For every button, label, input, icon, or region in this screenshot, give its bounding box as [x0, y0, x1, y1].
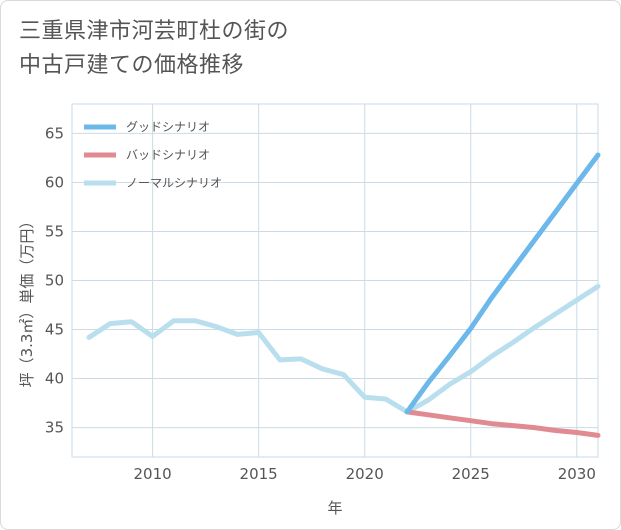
chart-title-line2: 中古戸建ての価格推移	[19, 53, 245, 78]
axis-ticks: 2010 2015 2020 2025 2030 35 40 45 50 55 60 65	[45, 124, 596, 483]
legend-label-normal: ノーマルシナリオ	[126, 176, 222, 190]
x-axis-label: 年	[327, 499, 342, 517]
x-tick-label-2030: 2030	[558, 465, 596, 483]
y-tick-label-55: 55	[45, 222, 64, 240]
chart-title: 三重県津市河芸町杜の街の 中古戸建ての価格推移	[19, 15, 289, 83]
legend-label-bad: バッドシナリオ	[126, 148, 210, 162]
series-line-bad	[404, 409, 601, 438]
plot-area-frame	[71, 103, 599, 458]
series-lines	[86, 152, 601, 438]
legend-label-good: グッドシナリオ	[126, 120, 210, 134]
y-tick-label-35: 35	[45, 419, 64, 437]
y-tick-label-50: 50	[45, 272, 64, 290]
y-tick-label-40: 40	[45, 370, 64, 388]
series-line-normal	[86, 283, 601, 415]
series-line-good	[404, 152, 601, 415]
x-tick-label-2010: 2010	[134, 465, 172, 483]
y-tick-label-65: 65	[45, 124, 64, 142]
chart-title-line1: 三重県津市河芸町杜の街の	[19, 19, 290, 44]
x-tick-label-2015: 2015	[240, 465, 278, 483]
y-tick-label-60: 60	[45, 173, 64, 191]
x-tick-label-2020: 2020	[346, 465, 384, 483]
x-tick-label-2025: 2025	[452, 465, 490, 483]
y-tick-label-45: 45	[45, 321, 64, 339]
y-axis-label: 坪（3.3㎡）単価（万円）	[18, 214, 36, 388]
